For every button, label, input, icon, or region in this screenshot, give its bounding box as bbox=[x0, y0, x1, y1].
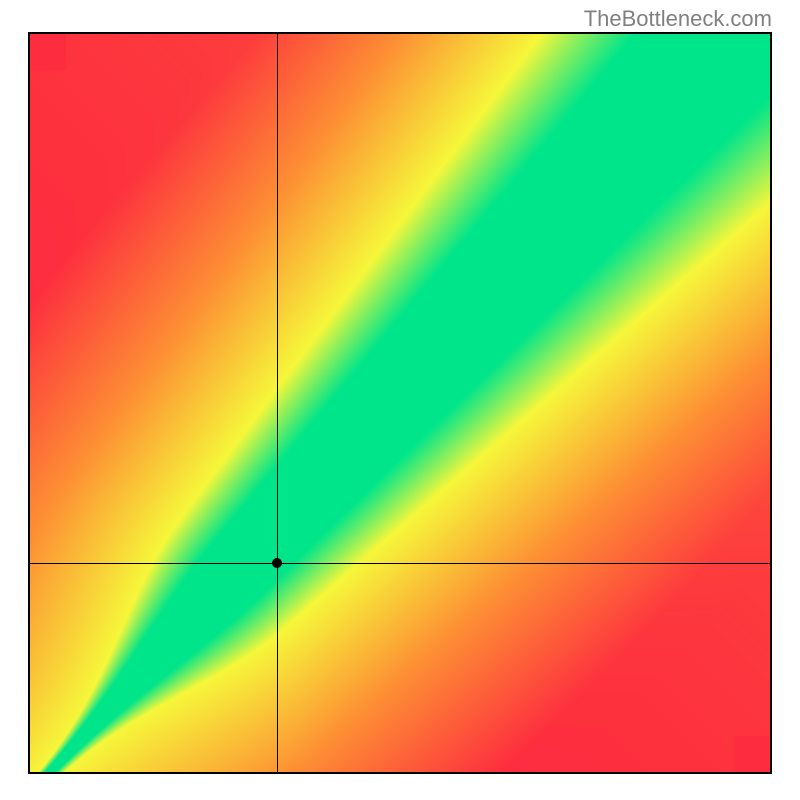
plot-area bbox=[28, 32, 772, 774]
heatmap-canvas bbox=[28, 32, 772, 774]
chart-container: TheBottleneck.com bbox=[0, 0, 800, 800]
crosshair-horizontal bbox=[28, 563, 772, 564]
crosshair-vertical bbox=[277, 32, 278, 774]
data-point-dot bbox=[272, 558, 282, 568]
watermark-text: TheBottleneck.com bbox=[584, 6, 772, 32]
